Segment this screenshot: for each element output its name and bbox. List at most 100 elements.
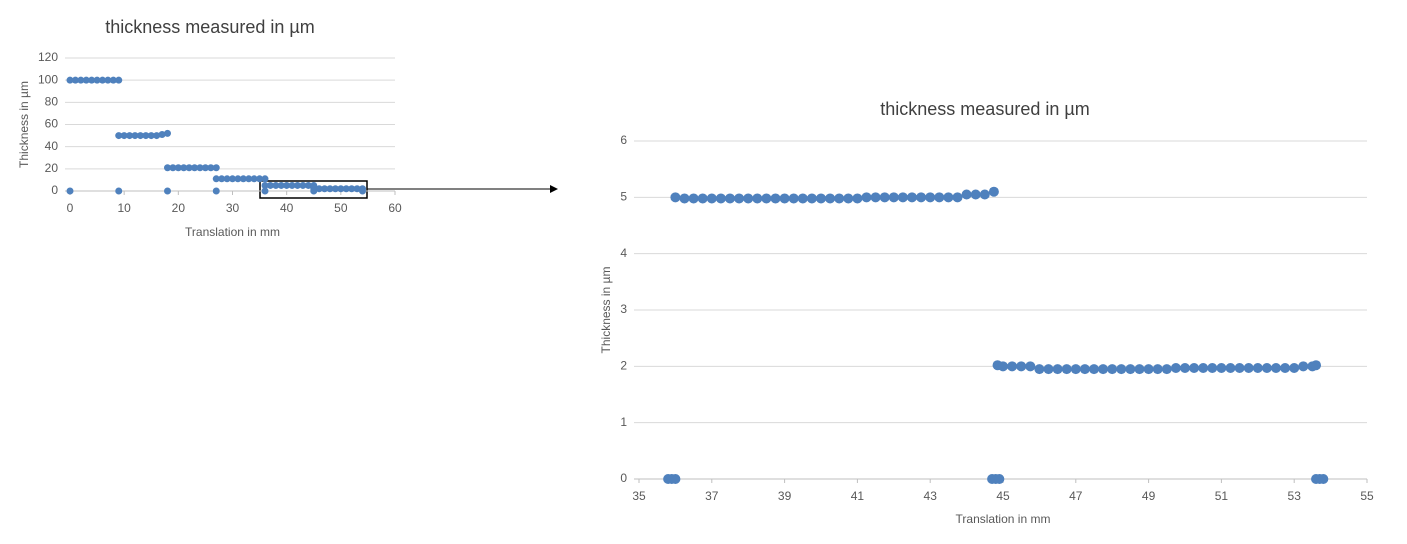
chart-title: thickness measured in µm	[880, 99, 1089, 119]
point	[191, 164, 199, 172]
x-axis-label: Translation in mm	[956, 512, 1051, 526]
point	[66, 187, 74, 195]
point	[201, 164, 209, 172]
point	[1198, 363, 1209, 374]
point	[1289, 363, 1300, 374]
point	[1271, 363, 1281, 374]
x-axis-label: Translation in mm	[185, 225, 280, 239]
point	[261, 175, 269, 183]
point	[261, 187, 269, 195]
point	[294, 181, 301, 189]
point	[1170, 363, 1181, 374]
point	[743, 193, 754, 204]
y-tick-label: 0	[51, 183, 58, 197]
point	[326, 185, 334, 193]
point	[1043, 364, 1054, 375]
point	[321, 185, 329, 193]
point	[1311, 360, 1322, 371]
point	[1116, 364, 1127, 375]
x-tick-label: 40	[280, 201, 294, 215]
point	[147, 132, 155, 140]
point	[907, 192, 917, 203]
point	[71, 76, 79, 84]
point	[185, 164, 193, 172]
x-tick-label: 47	[1069, 489, 1083, 503]
point	[342, 185, 350, 193]
point	[870, 192, 881, 203]
x-tick-label: 60	[388, 201, 402, 215]
y-tick-label: 2	[620, 359, 627, 373]
point	[770, 193, 781, 204]
point	[998, 361, 1008, 372]
point	[93, 76, 101, 84]
x-tick-label: 30	[226, 201, 240, 215]
y-tick-label: 5	[620, 190, 627, 204]
x-tick-label: 45	[996, 489, 1010, 503]
point	[348, 185, 356, 193]
point	[670, 474, 681, 484]
x-tick-label: 53	[1288, 489, 1302, 503]
x-tick-label: 50	[334, 201, 348, 215]
point	[1079, 364, 1090, 375]
arrow-head	[550, 185, 558, 193]
point	[1161, 364, 1172, 375]
point	[212, 164, 220, 172]
point	[158, 130, 166, 138]
point	[994, 474, 1005, 484]
point	[725, 193, 735, 204]
y-tick-label: 40	[45, 139, 59, 153]
y-axis-label: Thickness in µm	[17, 81, 31, 168]
point	[879, 192, 890, 203]
point	[1034, 364, 1045, 375]
x-tick-label: 37	[705, 489, 719, 503]
point	[212, 187, 220, 195]
y-tick-label: 80	[45, 95, 59, 109]
point	[1025, 361, 1036, 372]
point	[806, 193, 817, 204]
y-tick-label: 120	[38, 50, 58, 64]
x-tick-label: 20	[172, 201, 186, 215]
point	[229, 175, 236, 183]
point	[897, 192, 908, 203]
point	[1125, 364, 1136, 375]
point	[1134, 364, 1145, 375]
y-tick-label: 6	[620, 133, 627, 147]
point	[207, 164, 215, 172]
x-tick-label: 41	[851, 489, 865, 503]
point	[120, 132, 128, 140]
point	[734, 193, 745, 204]
point	[315, 185, 323, 193]
point	[234, 175, 242, 183]
point	[925, 192, 936, 203]
point	[934, 192, 945, 203]
point	[218, 175, 226, 183]
point	[337, 185, 345, 193]
point	[1016, 361, 1027, 372]
point	[788, 193, 799, 204]
point	[142, 132, 150, 140]
point	[115, 132, 123, 140]
point	[752, 193, 763, 204]
point	[153, 132, 161, 140]
point	[943, 192, 954, 203]
point	[979, 189, 990, 200]
x-tick-label: 49	[1142, 489, 1156, 503]
point	[825, 193, 836, 204]
point	[283, 181, 291, 189]
point	[1234, 363, 1245, 374]
point	[715, 193, 726, 204]
point	[245, 175, 253, 183]
x-tick-label: 0	[67, 201, 74, 215]
y-tick-label: 60	[45, 117, 59, 131]
point	[970, 189, 981, 200]
point	[1207, 363, 1218, 374]
point	[196, 164, 204, 172]
chart-title: thickness measured in µm	[105, 17, 314, 37]
point	[1318, 474, 1329, 484]
point	[239, 175, 247, 183]
point	[1261, 363, 1272, 374]
point	[288, 181, 296, 189]
point	[761, 193, 772, 204]
point	[1180, 363, 1190, 374]
